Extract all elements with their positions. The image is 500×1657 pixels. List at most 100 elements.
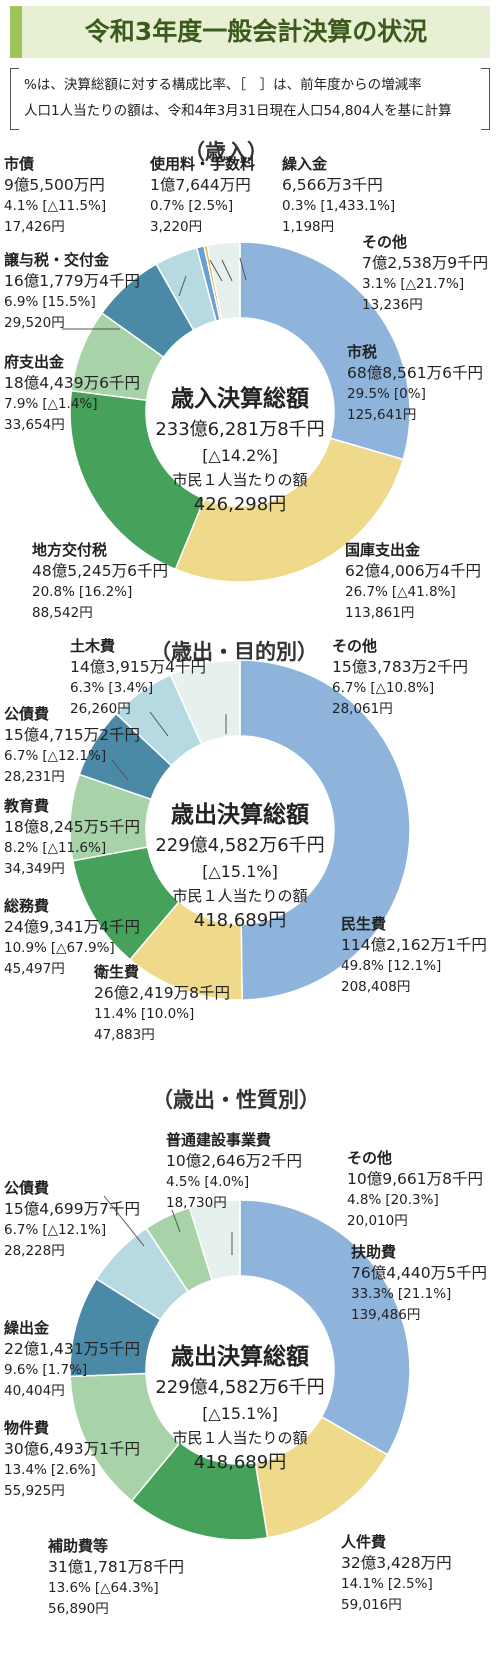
- slice-percent-change: 0.3% [1,433.1%]: [282, 196, 395, 217]
- slice-0-1: [174, 437, 405, 583]
- slice-name: 総務費: [4, 897, 50, 915]
- slice-label-2-7: その他 10億9,661万8千円 4.8% [20.3%] 20,010円: [347, 1148, 483, 1232]
- slice-percent: 0.7%: [150, 198, 185, 214]
- slice-percent-change: 6.9% [15.5%]: [4, 292, 140, 313]
- slice-name: 教育費: [4, 797, 50, 815]
- slice-per-capita: 55,925円: [4, 1483, 65, 1499]
- slice-change: [10.0%]: [140, 1006, 195, 1022]
- slice-amount: 6,566万3千円: [282, 176, 383, 194]
- slice-label-1-0: 民生費 114億2,162万1千円 49.8% [12.1%] 208,408円: [341, 914, 487, 998]
- slice-percent: 6.7%: [332, 680, 367, 696]
- chart-title-revenue: （歳入）: [184, 140, 268, 164]
- slice-label-2-2: 補助費等 31億1,781万8千円 13.6% [△64.3%] 56,890円: [48, 1536, 184, 1620]
- slice-1-6: [169, 659, 241, 746]
- slice-percent: 6.9%: [4, 294, 39, 310]
- slice-percent: 13.6%: [48, 1580, 91, 1596]
- slice-label-2-4: 繰出金 22億1,431万5千円 9.6% [1.7%] 40,404円: [4, 1318, 140, 1402]
- slice-change: [△12.1%]: [42, 748, 107, 764]
- donut-chart-nature: [69, 1199, 411, 1541]
- slice-0-2: [69, 389, 206, 571]
- slice-percent-change: 0.7% [2.5%]: [150, 196, 255, 217]
- slice-amount: 48億5,245万6千円: [32, 562, 168, 580]
- slice-percent-change: 33.3% [21.1%]: [351, 1284, 487, 1305]
- slice-label-0-0: 市税 68億8,561万6千円 29.5% [0%] 125,641円: [347, 342, 483, 426]
- slice-amount: 9億5,500万円: [4, 176, 105, 194]
- slice-change: [2.6%]: [50, 1462, 96, 1478]
- slice-name: 公債費: [4, 705, 50, 723]
- slice-amount: 68億8,561万6千円: [347, 364, 483, 382]
- slice-per-capita: 59,016円: [341, 1597, 402, 1613]
- slice-per-capita: 29,520円: [4, 315, 65, 331]
- slice-label-0-1: 国庫支出金 62億4,006万4千円 26.7% [△41.8%] 113,861円: [345, 540, 481, 624]
- slice-amount: 1億7,644万円: [150, 176, 251, 194]
- slice-per-capita: 17,426円: [4, 219, 65, 235]
- slice-percent: 4.5%: [166, 1174, 201, 1190]
- slice-name: その他: [347, 1149, 393, 1167]
- slice-name: 衛生費: [94, 963, 140, 981]
- slice-per-capita: 1,198円: [282, 219, 335, 235]
- slice-label-0-4: 譲与税・交付金 16億1,779万4千円 6.9% [15.5%] 29,520円: [4, 250, 140, 334]
- slice-percent-change: 4.1% [△11.5%]: [4, 196, 106, 217]
- slice-label-1-1: 衛生費 26億2,419万8千円 11.4% [10.0%] 47,883円: [94, 962, 230, 1046]
- slice-name: 扶助費: [351, 1243, 397, 1261]
- slice-label-2-1: 人件費 32億3,428万円 14.1% [2.5%] 59,016円: [341, 1532, 452, 1616]
- slice-amount: 62億4,006万4千円: [345, 562, 481, 580]
- slice-per-capita: 45,497円: [4, 961, 65, 977]
- slice-percent-change: 29.5% [0%]: [347, 384, 483, 405]
- slice-percent: 9.6%: [4, 1362, 39, 1378]
- slice-per-capita: 33,654円: [4, 417, 65, 433]
- center-amount: 229億4,582万6千円: [155, 1377, 325, 1398]
- slice-change: [12.1%]: [387, 958, 442, 974]
- slice-change: [△11.5%]: [42, 198, 107, 214]
- slice-label-1-3: 教育費 18億8,245万5千円 8.2% [△11.6%] 34,349円: [4, 796, 140, 880]
- slice-percent: 14.1%: [341, 1576, 384, 1592]
- slice-percent: 6.7%: [4, 1222, 39, 1238]
- slice-change: [2.5%]: [188, 198, 234, 214]
- slice-percent: 26.7%: [345, 584, 388, 600]
- center-title: 歳入決算総額: [171, 386, 309, 412]
- slice-percent-change: 8.2% [△11.6%]: [4, 838, 140, 859]
- center-summary-purpose: 歳出決算総額 229億4,582万6千円 [△15.1%] 市民１人当たりの額 …: [130, 798, 350, 934]
- slice-label-2-6: 普通建設事業費 10億2,646万2千円 4.5% [4.0%] 18,730円: [166, 1130, 302, 1214]
- slice-per-capita: 125,641円: [347, 407, 417, 423]
- slice-percent-change: 6.7% [△12.1%]: [4, 746, 140, 767]
- chart-title-nature: （歳出・性質別）: [152, 1088, 320, 1112]
- donut-chart-purpose: [69, 659, 411, 1001]
- center-per-capita-label: 市民１人当たりの額: [172, 471, 308, 489]
- slice-percent: 13.4%: [4, 1462, 47, 1478]
- slice-percent-change: 13.6% [△64.3%]: [48, 1578, 184, 1599]
- center-per-capita: 418,689円: [193, 1452, 287, 1473]
- slice-label-1-4: 公債費 15億4,715万2千円 6.7% [△12.1%] 28,231円: [4, 704, 140, 788]
- slice-amount: 22億1,431万5千円: [4, 1340, 140, 1358]
- slice-percent-change: 26.7% [△41.8%]: [345, 582, 481, 603]
- slice-amount: 18億4,439万6千円: [4, 374, 140, 392]
- slice-label-0-8: その他 7億2,538万9千円 3.1% [△21.7%] 13,236円: [362, 232, 488, 316]
- slice-per-capita: 40,404円: [4, 1383, 65, 1399]
- slice-name: 地方交付税: [32, 541, 108, 559]
- slice-change: [△67.9%]: [50, 940, 115, 956]
- slice-per-capita: 20,010円: [347, 1213, 408, 1229]
- slice-2-0: [239, 1199, 411, 1456]
- slice-percent-change: 14.1% [2.5%]: [341, 1574, 452, 1595]
- slice-percent-change: 4.8% [20.3%]: [347, 1190, 483, 1211]
- page-title: 令和3年度一般会計決算の状況: [84, 17, 428, 46]
- slice-amount: 7億2,538万9千円: [362, 254, 489, 272]
- slice-label-1-2: 総務費 24億9,341万4千円 10.9% [△67.9%] 45,497円: [4, 896, 140, 980]
- center-per-capita-label: 市民１人当たりの額: [172, 1429, 308, 1447]
- center-change: [△14.2%]: [202, 446, 278, 465]
- legend-note: %は、決算総額に対する構成比率、［ ］は、前年度からの増減率 人口1人当たりの額…: [10, 68, 490, 130]
- slice-percent: 10.9%: [4, 940, 47, 956]
- slice-label-2-5: 公債費 15億4,699万7千円 6.7% [△12.1%] 28,228円: [4, 1178, 140, 1262]
- slice-change: [0%]: [393, 386, 426, 402]
- slice-percent: 6.3%: [70, 680, 105, 696]
- slice-percent: 0.3%: [282, 198, 317, 214]
- slice-name: 市税: [347, 343, 378, 361]
- slice-label-0-3: 府支出金 18億4,439万6千円 7.9% [△1.4%] 33,654円: [4, 352, 140, 436]
- slice-amount: 15億3,783万2千円: [332, 658, 468, 676]
- slice-percent: 49.8%: [341, 958, 384, 974]
- slice-change: [1,433.1%]: [320, 198, 396, 214]
- slice-percent: 8.2%: [4, 840, 39, 856]
- slice-amount: 15億4,699万7千円: [4, 1200, 140, 1218]
- slice-amount: 18億8,245万5千円: [4, 818, 140, 836]
- slice-label-0-7: 繰入金 6,566万3千円 0.3% [1,433.1%] 1,198円: [282, 154, 395, 238]
